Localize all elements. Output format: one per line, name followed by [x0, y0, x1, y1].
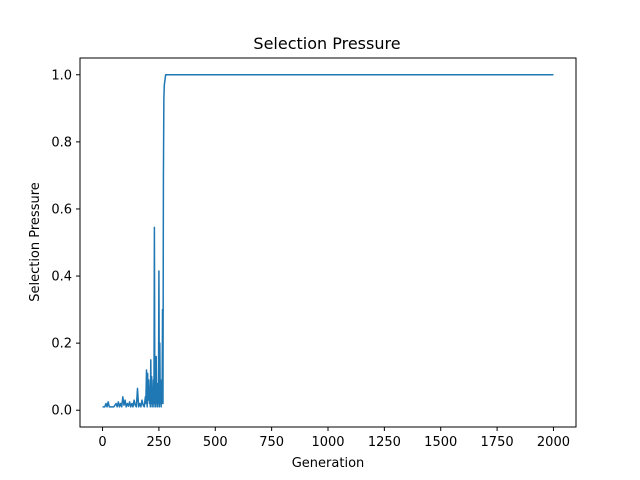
y-tick-label: 0.4 [51, 270, 72, 285]
x-tick-label: 2000 [537, 435, 570, 450]
x-axis-ticks: 0 250 500 750 1000 1250 1500 1750 2000 [98, 427, 570, 450]
x-tick-label: 0 [98, 435, 106, 450]
x-tick-label: 250 [146, 435, 171, 450]
y-axis-label: Selection Pressure [28, 182, 43, 302]
x-tick-label: 750 [259, 435, 284, 450]
x-axis-label: Generation [292, 456, 365, 471]
x-tick-label: 1750 [481, 435, 514, 450]
y-tick-label: 0.8 [51, 135, 72, 150]
x-tick-label: 500 [203, 435, 228, 450]
y-tick-label: 1.0 [51, 68, 72, 83]
chart-title: Selection Pressure [253, 34, 400, 53]
y-tick-label: 0.2 [51, 337, 72, 352]
y-tick-label: 0.0 [51, 404, 72, 419]
x-tick-label: 1500 [424, 435, 457, 450]
y-tick-label: 0.6 [51, 202, 72, 217]
series-line [102, 74, 554, 408]
x-tick-label: 1000 [311, 435, 344, 450]
plot-frame [79, 57, 577, 428]
plot-area [102, 74, 554, 408]
x-tick-label: 1250 [368, 435, 401, 450]
y-axis-ticks: 0.0 0.2 0.4 0.6 0.8 1.0 [51, 68, 80, 419]
